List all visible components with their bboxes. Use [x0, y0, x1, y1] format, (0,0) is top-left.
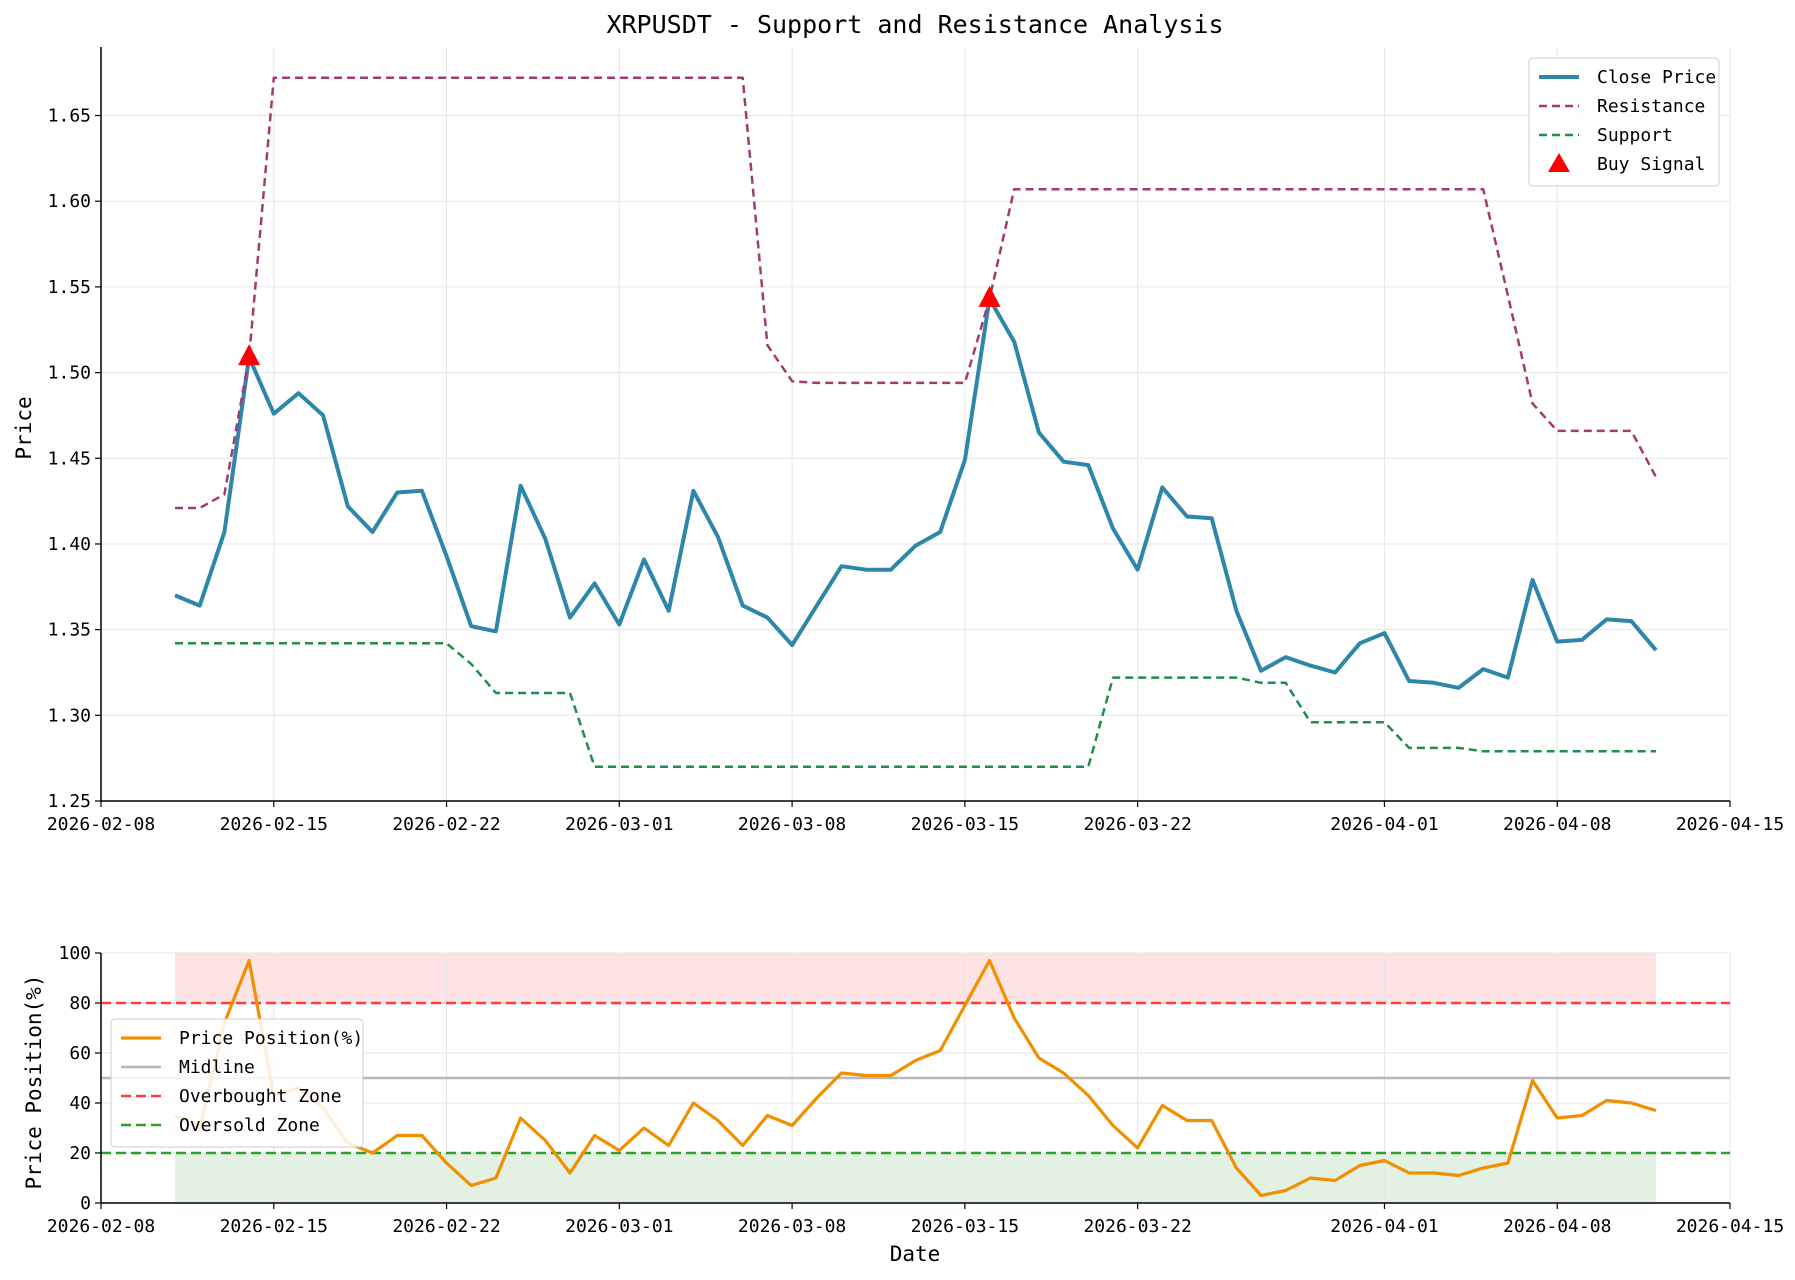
price-x-tick-label: 2026-03-08: [738, 814, 846, 835]
position-legend-label: Oversold Zone: [179, 1115, 320, 1136]
price-legend-label: Resistance: [1597, 96, 1705, 117]
price-x-tick-label: 2026-04-01: [1330, 814, 1438, 835]
position-y-tick-label: 20: [69, 1143, 91, 1164]
price-legend-label: Buy Signal: [1597, 154, 1705, 175]
price-x-tick-label: 2026-02-22: [392, 814, 500, 835]
price-series-close-price: [174, 296, 1658, 690]
position-y-tick-label: 0: [80, 1193, 91, 1214]
position-series-price-position-: [174, 958, 1657, 1198]
price-y-tick-label: 1.50: [48, 363, 91, 384]
price-x-tick-label: 2026-02-15: [220, 814, 328, 835]
price-y-tick-label: 1.55: [48, 277, 91, 298]
position-overbought-zone: [175, 953, 1656, 1003]
position-x-tick-label: 2026-04-01: [1330, 1216, 1438, 1237]
price-series-resistance: [175, 76, 1658, 510]
position-legend: Price Position(%) Midline Overbought Zone O…: [110, 1018, 364, 1148]
position-y-tick-label: 100: [58, 943, 91, 964]
chart-title: XRPUSDT - Support and Resistance Analysi…: [606, 10, 1223, 39]
buy-signal-marker: [978, 285, 1001, 307]
position-y-axis-label: Price Position(%): [22, 975, 46, 1190]
price-legend-box: [1528, 57, 1720, 187]
price-y-tick-label: 1.65: [48, 106, 91, 127]
position-x-tick-label: 2026-04-08: [1503, 1216, 1611, 1237]
position-legend-box: [110, 1018, 364, 1148]
price-x-tick-label: 2026-03-01: [565, 814, 673, 835]
position-panel: 2026-02-08 2026-02-15 2026-02-22 2026-03-01…: [47, 943, 1784, 1237]
price-y-tick-label: 1.35: [48, 620, 91, 641]
position-x-tick-label: 2026-04-15: [1676, 1216, 1784, 1237]
position-legend-label: Price Position(%): [179, 1028, 363, 1049]
price-y-tick-label: 1.45: [48, 448, 91, 469]
position-y-tick-label: 40: [69, 1093, 91, 1114]
position-x-tick-label: 2026-03-22: [1083, 1216, 1191, 1237]
plots-layer: 2026-02-08 2026-02-15 2026-02-22 2026-03-01…: [47, 47, 1784, 1237]
position-y-tick-label: 60: [69, 1043, 91, 1064]
price-x-tick-label: 2026-03-22: [1083, 814, 1191, 835]
position-legend-label: Midline: [179, 1057, 255, 1078]
position-x-tick-label: 2026-02-15: [220, 1216, 328, 1237]
price-y-tick-label: 1.60: [48, 191, 91, 212]
price-x-tick-label: 2026-04-15: [1676, 814, 1784, 835]
price-legend: Close Price Resistance Support Buy Signal: [1528, 57, 1720, 187]
price-x-tick-label: 2026-04-08: [1503, 814, 1611, 835]
price-y-axis-label: Price: [12, 396, 36, 459]
price-x-tick-label: 2026-03-15: [911, 814, 1019, 835]
price-y-tick-label: 1.25: [48, 791, 91, 812]
price-legend-marker: [1548, 153, 1570, 172]
price-y-tick-label: 1.30: [48, 705, 91, 726]
price-y-tick-label: 1.40: [48, 534, 91, 555]
price-legend-label: Close Price: [1597, 67, 1716, 88]
position-x-tick-label: 2026-03-15: [911, 1216, 1019, 1237]
position-x-tick-label: 2026-03-08: [738, 1216, 846, 1237]
position-x-tick-label: 2026-02-22: [392, 1216, 500, 1237]
position-oversold-zone: [175, 1153, 1656, 1203]
price-legend-label: Support: [1597, 125, 1673, 146]
price-x-tick-label: 2026-02-08: [47, 814, 155, 835]
position-x-tick-label: 2026-02-08: [47, 1216, 155, 1237]
date-x-axis-label: Date: [890, 1242, 941, 1266]
position-legend-label: Overbought Zone: [179, 1086, 342, 1107]
position-x-tick-label: 2026-03-01: [565, 1216, 673, 1237]
buy-signal-marker: [238, 344, 261, 366]
price-series-support: [175, 642, 1656, 768]
position-y-tick-label: 80: [69, 993, 91, 1014]
price-panel: 2026-02-08 2026-02-15 2026-02-22 2026-03-01…: [47, 47, 1784, 835]
